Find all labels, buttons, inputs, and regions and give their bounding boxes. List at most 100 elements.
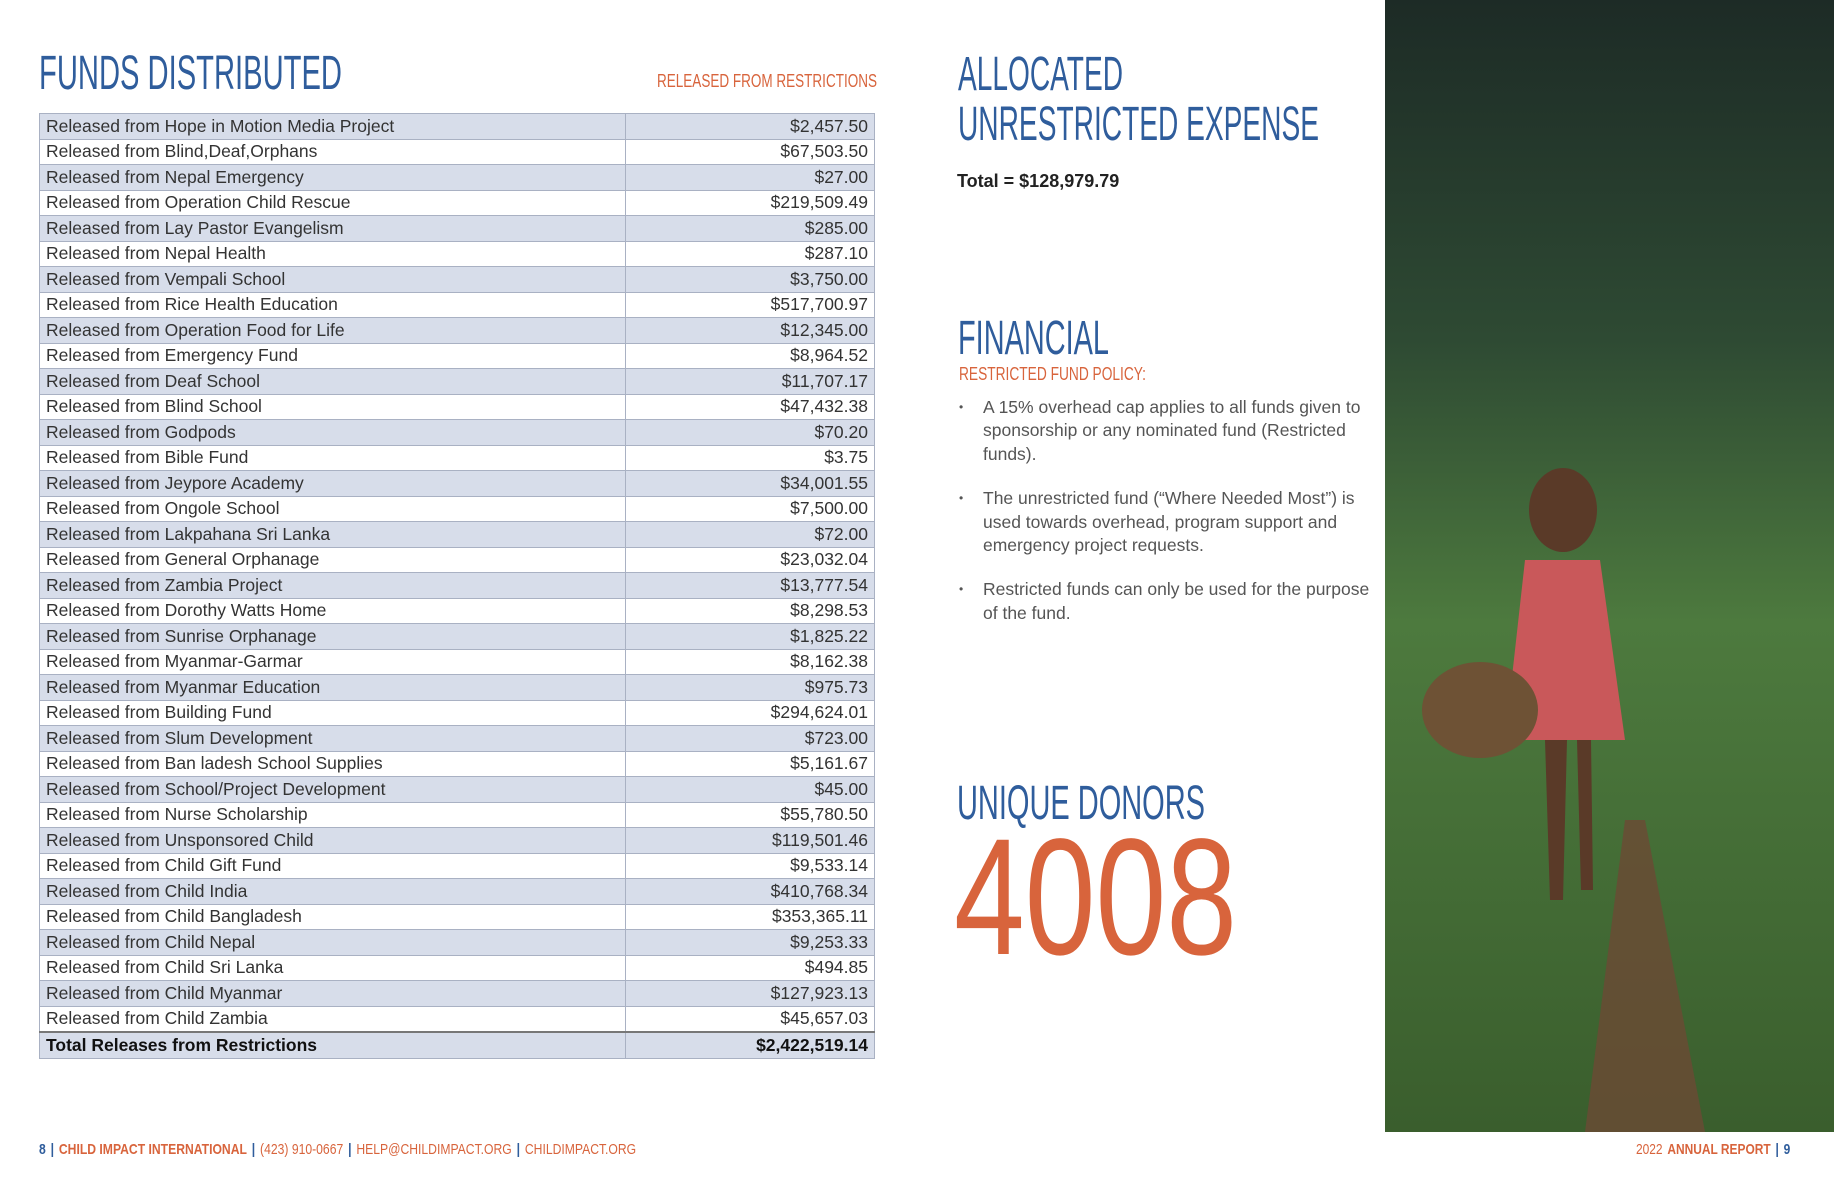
table-row: Released from Child Sri Lanka $494.85 — [39, 954, 875, 981]
fund-name: Released from Child Zambia — [39, 1005, 626, 1033]
fund-name: Total Releases from Restrictions — [39, 1031, 626, 1059]
table-row: Released from Child Nepal $9,253.33 — [39, 929, 875, 956]
section-title: UNIQUE DONORS — [957, 777, 1205, 830]
table-row: Released from Ongole School $7,500.00 — [39, 495, 875, 522]
fund-amount: $12,345.00 — [625, 317, 875, 344]
table-row: Released from Blind School $47,432.38 — [39, 393, 875, 420]
fund-amount: $119,501.46 — [625, 827, 875, 854]
policy-item: The unrestricted fund (“Where Needed Mos… — [959, 487, 1383, 557]
table-row: Released from Deaf School $11,707.17 — [39, 368, 875, 395]
fund-amount: $494.85 — [625, 954, 875, 981]
table-row: Released from Sunrise Orphanage $1,825.22 — [39, 623, 875, 650]
table-row: Released from Vempali School $3,750.00 — [39, 266, 875, 293]
fund-name: Released from Child Bangladesh — [39, 903, 626, 930]
table-row: Released from Building Fund $294,624.01 — [39, 699, 875, 726]
fund-amount: $70.20 — [625, 419, 875, 446]
fund-name: Released from Blind School — [39, 393, 626, 420]
fund-amount: $3,750.00 — [625, 266, 875, 293]
fund-amount: $55,780.50 — [625, 801, 875, 828]
fund-amount: $47,432.38 — [625, 393, 875, 420]
table-row: Released from Emergency Fund $8,964.52 — [39, 342, 875, 369]
section-title: UNRESTRICTED EXPENSE — [958, 98, 1319, 151]
policy-list: A 15% overhead cap applies to all funds … — [959, 396, 1383, 646]
table-row: Released from Nepal Health $287.10 — [39, 240, 875, 267]
fund-amount: $8,298.53 — [625, 597, 875, 624]
count-box: 4008 — [954, 815, 1323, 981]
fund-amount: $517,700.97 — [625, 291, 875, 318]
heading-box: ALLOCATED — [958, 51, 1240, 99]
policy-item: A 15% overhead cap applies to all funds … — [959, 396, 1383, 466]
fund-name: Released from Ongole School — [39, 495, 626, 522]
fund-name: Released from Deaf School — [39, 368, 626, 395]
photo — [1385, 0, 1834, 1132]
fund-amount: $23,032.04 — [625, 546, 875, 573]
section-subtitle: RESTRICTED FUND POLICY: — [959, 364, 1146, 384]
table-row: Released from Ban ladesh School Supplies… — [39, 750, 875, 777]
fund-amount: $127,923.13 — [625, 980, 875, 1007]
fund-amount: $410,768.34 — [625, 878, 875, 905]
heading-box: UNRESTRICTED EXPENSE — [958, 101, 1574, 149]
fund-amount: $2,457.50 — [625, 113, 875, 140]
title-box: FUNDS DISTRIBUTED — [39, 50, 538, 98]
donor-count: 4008 — [954, 805, 1237, 990]
year: 2022 — [1636, 1141, 1663, 1158]
fund-name: Released from Unsponsored Child — [39, 827, 626, 854]
section-title: FINANCIAL — [958, 312, 1109, 365]
fund-name: Released from Lakpahana Sri Lanka — [39, 521, 626, 548]
page-number: 8 — [39, 1141, 46, 1158]
table-row: Released from School/Project Development… — [39, 776, 875, 803]
table-row: Released from Nurse Scholarship $55,780.5… — [39, 801, 875, 828]
fund-name: Released from Blind,Deaf,Orphans — [39, 138, 626, 165]
subtitle-box: RESTRICTED FUND POLICY: — [959, 365, 1204, 385]
table-row: Released from Myanmar Education $975.73 — [39, 674, 875, 701]
fund-name: Released from Building Fund — [39, 699, 626, 726]
fund-amount: $8,162.38 — [625, 648, 875, 675]
section-title: ALLOCATED — [958, 48, 1123, 101]
footer-left-box: 8 | CHILD IMPACT INTERNATIONAL | (423) 910-0… — [39, 1142, 788, 1157]
table-row: Released from Child Myanmar $127,923.13 — [39, 980, 875, 1007]
fund-amount: $9,253.33 — [625, 929, 875, 956]
fund-amount: $72.00 — [625, 521, 875, 548]
fund-name: Released from School/Project Development — [39, 776, 626, 803]
fund-amount: $219,509.49 — [625, 189, 875, 216]
fund-name: Released from Child Myanmar — [39, 980, 626, 1007]
fund-name: Released from Rice Health Education — [39, 291, 626, 318]
fund-amount: $3.75 — [625, 444, 875, 471]
website: CHILDIMPACT.ORG — [524, 1141, 637, 1158]
fund-name: Released from Operation Child Rescue — [39, 189, 626, 216]
table-row: Released from Godpods $70.20 — [39, 419, 875, 446]
fund-amount: $2,422,519.14 — [625, 1031, 875, 1059]
org-name: CHILD IMPACT INTERNATIONAL — [58, 1141, 247, 1158]
fund-amount: $34,001.55 — [625, 470, 875, 497]
fund-name: Released from Child Sri Lanka — [39, 954, 626, 981]
table-row: Released from Lakpahana Sri Lanka $72.00 — [39, 521, 875, 548]
fund-name: Released from Zambia Project — [39, 572, 626, 599]
table-row: Released from Nepal Emergency $27.00 — [39, 164, 875, 191]
fund-amount: $285.00 — [625, 215, 875, 242]
fund-amount: $11,707.17 — [625, 368, 875, 395]
table-row: Released from Operation Child Rescue $219… — [39, 189, 875, 216]
fund-amount: $1,825.22 — [625, 623, 875, 650]
section-subtitle: RELEASED FROM RESTRICTIONS — [657, 71, 877, 91]
table-row: Released from Bible Fund $3.75 — [39, 444, 875, 471]
fund-amount: $9,533.14 — [625, 852, 875, 879]
fund-amount: $353,365.11 — [625, 903, 875, 930]
fund-name: Released from Nepal Health — [39, 240, 626, 267]
fund-amount: $8,964.52 — [625, 342, 875, 369]
fund-amount: $975.73 — [625, 674, 875, 701]
fund-name: Released from Godpods — [39, 419, 626, 446]
fund-amount: $723.00 — [625, 725, 875, 752]
separator: | — [516, 1141, 521, 1158]
table-row: Total Releases from Restrictions $2,422,5… — [39, 1031, 875, 1059]
separator: | — [50, 1141, 55, 1158]
table-row: Released from Operation Food for Life $12… — [39, 317, 875, 344]
fund-name: Released from Operation Food for Life — [39, 317, 626, 344]
fund-name: Released from Child Gift Fund — [39, 852, 626, 879]
table-row: Released from Child Gift Fund $9,533.14 — [39, 852, 875, 879]
table-row: Released from General Orphanage $23,032.0… — [39, 546, 875, 573]
footer-right: 2022 ANNUAL REPORT | 9 — [1636, 1142, 1795, 1157]
table-row: Released from Dorothy Watts Home $8,298.5… — [39, 597, 875, 624]
fund-name: Released from Vempali School — [39, 266, 626, 293]
allocated-total: Total = $128,979.79 — [957, 171, 1120, 191]
fund-name: Released from Hope in Motion Media Proje… — [39, 113, 626, 140]
